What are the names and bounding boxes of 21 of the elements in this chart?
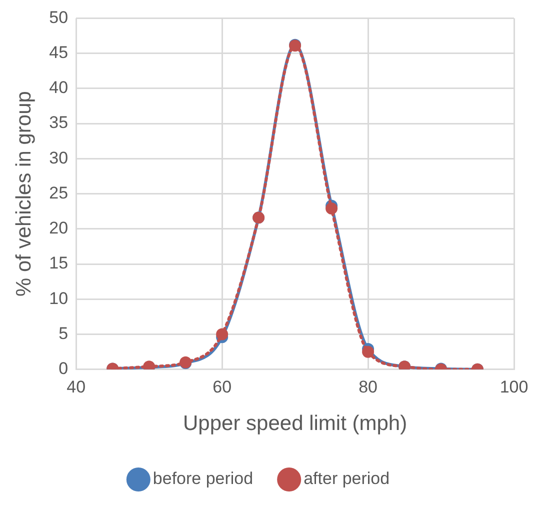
y-tick-label: 25 [49,183,68,202]
point [216,328,228,340]
y-tick-label: 0 [58,359,68,378]
y-tick-label: 30 [49,148,68,168]
y-tick-label: 45 [49,43,68,62]
y-tick-label: 15 [49,254,68,273]
point [326,202,338,215]
y-tick-label: 40 [49,78,68,98]
x-tick-label: 100 [500,377,528,396]
y-tick-label: 50 [49,8,68,27]
x-tick-label: 60 [212,377,232,396]
point [362,346,374,358]
x-axis-title: Upper speed limit (mph) [183,412,408,436]
y-axis-title: % of vehicles in group [12,91,36,297]
y-tick-label: 10 [49,288,68,308]
y-tick-label: 20 [49,218,68,238]
x-tick-label: 80 [358,377,378,396]
legend-label: before period [152,469,254,488]
y-tick-label: 35 [49,113,68,132]
legend-label: after period [304,469,390,488]
y-tick-label: 5 [58,324,68,343]
